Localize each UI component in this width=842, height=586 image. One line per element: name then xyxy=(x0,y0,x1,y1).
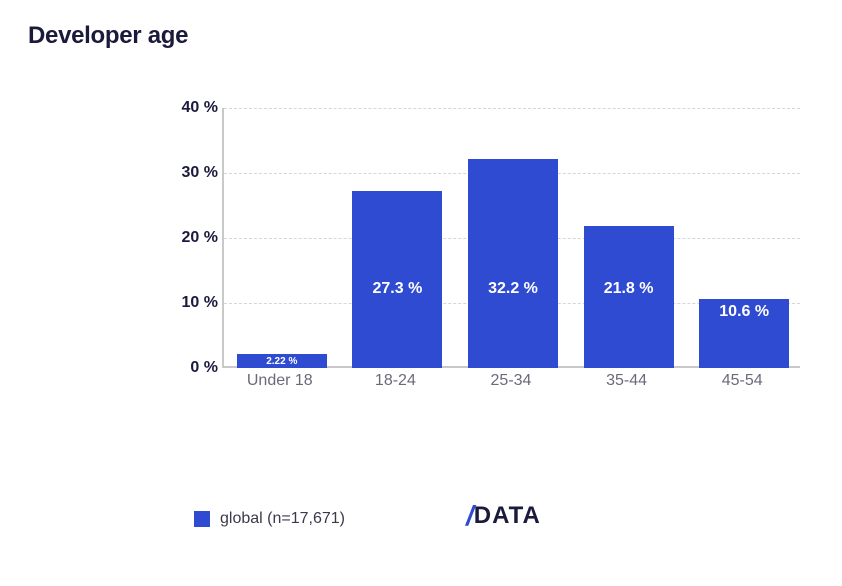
brand-logo: / DATA xyxy=(466,500,541,532)
bar-value-label: 2.22 % xyxy=(237,356,327,367)
bar-slot: 21.8 % xyxy=(584,108,674,368)
legend: global (n=17,671) xyxy=(194,510,345,528)
bar: 32.2 % xyxy=(468,159,558,368)
bars-container: 2.22 % 27.3 % 32.2 % 21.8 % 10.6 % xyxy=(224,108,800,368)
chart-page: Developer age 2.22 % 27.3 % 32.2 % 21.8 % 10… xyxy=(0,0,842,586)
bar-chart: 2.22 % 27.3 % 32.2 % 21.8 % 10.6 % 0 % 10 % 20… xyxy=(160,108,800,388)
bar: 10.6 % xyxy=(699,299,789,368)
legend-swatch xyxy=(194,511,210,527)
bar-value-label: 10.6 % xyxy=(699,303,789,321)
bar-slot: 10.6 % xyxy=(699,108,789,368)
x-tick-label: Under 18 xyxy=(222,372,338,390)
bar-slot: 27.3 % xyxy=(352,108,442,368)
y-tick-label: 20 % xyxy=(162,229,218,247)
logo-slash-icon: / xyxy=(466,500,472,532)
bar-slot: 32.2 % xyxy=(468,108,558,368)
bar: 21.8 % xyxy=(584,226,674,368)
x-tick-label: 25-34 xyxy=(453,372,569,390)
chart-title: Developer age xyxy=(28,22,188,50)
bar: 2.22 % xyxy=(237,354,327,368)
logo-text: DATA xyxy=(474,502,541,530)
bar-slot: 2.22 % xyxy=(237,108,327,368)
y-tick-label: 10 % xyxy=(162,294,218,312)
bar: 27.3 % xyxy=(352,191,442,368)
x-tick-label: 45-54 xyxy=(684,372,800,390)
x-tick-label: 35-44 xyxy=(569,372,685,390)
bar-value-label: 27.3 % xyxy=(352,280,442,298)
y-tick-label: 30 % xyxy=(162,164,218,182)
y-tick-label: 40 % xyxy=(162,99,218,117)
x-tick-label: 18-24 xyxy=(338,372,454,390)
y-tick-label: 0 % xyxy=(162,359,218,377)
bar-value-label: 21.8 % xyxy=(584,280,674,298)
bar-value-label: 32.2 % xyxy=(468,280,558,298)
plot-area: 2.22 % 27.3 % 32.2 % 21.8 % 10.6 % xyxy=(222,108,800,368)
legend-label: global (n=17,671) xyxy=(220,510,345,528)
